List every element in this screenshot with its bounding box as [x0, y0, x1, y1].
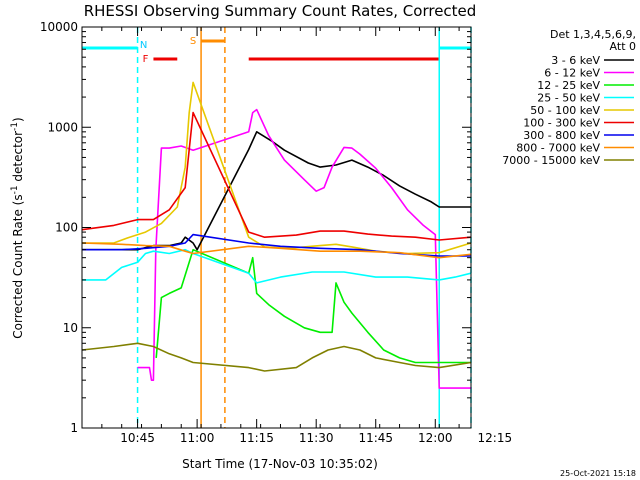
legend-header-1: Att 0 [610, 40, 636, 53]
x-tick-label-5: 12:00 [418, 431, 453, 445]
legend-label-2: 12 - 25 keV [537, 79, 600, 92]
legend-header-0: Det 1,3,4,5,6,9, [550, 28, 636, 41]
legend-label-4: 50 - 100 keV [530, 104, 600, 117]
flag-n-label: N [140, 40, 147, 51]
mode-boundary-lines [136, 27, 472, 428]
y-tick-label-2: 100 [55, 221, 78, 235]
series-line-5 [81, 111, 472, 241]
flag-f-label: F [143, 54, 149, 65]
flag-s-label: S [190, 36, 196, 47]
x-tick-label-4: 11:45 [358, 431, 393, 445]
x-tick-label-1: 11:00 [180, 431, 215, 445]
x-axis-label: Start Time (17-Nov-03 10:35:02) [182, 457, 378, 471]
legend-label-8: 7000 - 15000 keV [502, 154, 600, 167]
legend-label-3: 25 - 50 keV [537, 92, 600, 105]
legend-label-1: 6 - 12 keV [544, 67, 600, 80]
chart-title: RHESSI Observing Summary Count Rates, Co… [84, 2, 477, 20]
x-axis: 10:45 11:00 11:15 11:30 11:45 12:00 12:15 [81, 27, 513, 445]
series-line-0 [82, 131, 471, 251]
series-line-8 [81, 342, 472, 372]
legend-label-0: 3 - 6 keV [551, 54, 600, 67]
y-tick-label-3: 1000 [47, 120, 78, 134]
series-line-2 [155, 248, 471, 364]
y-axis: 1 10 100 1000 10000 [40, 20, 471, 435]
x-tick-label-3: 11:30 [299, 431, 334, 445]
y-axis-label: Corrected Count Rate (s-1 detector-1) [10, 117, 25, 338]
y-tick-label-4: 10000 [40, 20, 78, 34]
legend-label-6: 300 - 800 keV [523, 129, 600, 142]
timestamp: 25-Oct-2021 15:18 [560, 469, 636, 478]
x-tick-label-0: 10:45 [120, 431, 155, 445]
y-tick-label-0: 1 [70, 421, 78, 435]
y-tick-label-1: 10 [63, 321, 78, 335]
x-tick-label-2: 11:15 [239, 431, 274, 445]
series-line-7 [81, 242, 472, 259]
x-tick-label-6: 12:15 [478, 431, 513, 445]
legend-label-7: 800 - 7000 keV [516, 142, 600, 155]
mode-flags: NF S [82, 36, 471, 65]
series-line-1 [137, 108, 471, 389]
series-line-4 [82, 81, 472, 255]
data-series [81, 81, 472, 389]
series-line-3 [82, 248, 472, 284]
legend-label-5: 100 - 300 keV [523, 117, 600, 130]
